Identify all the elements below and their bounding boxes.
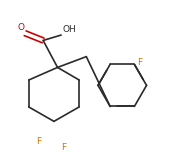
Text: OH: OH: [62, 25, 76, 34]
Text: F: F: [61, 143, 66, 152]
Text: F: F: [36, 137, 41, 146]
Text: F: F: [137, 58, 142, 67]
Text: O: O: [17, 23, 24, 32]
